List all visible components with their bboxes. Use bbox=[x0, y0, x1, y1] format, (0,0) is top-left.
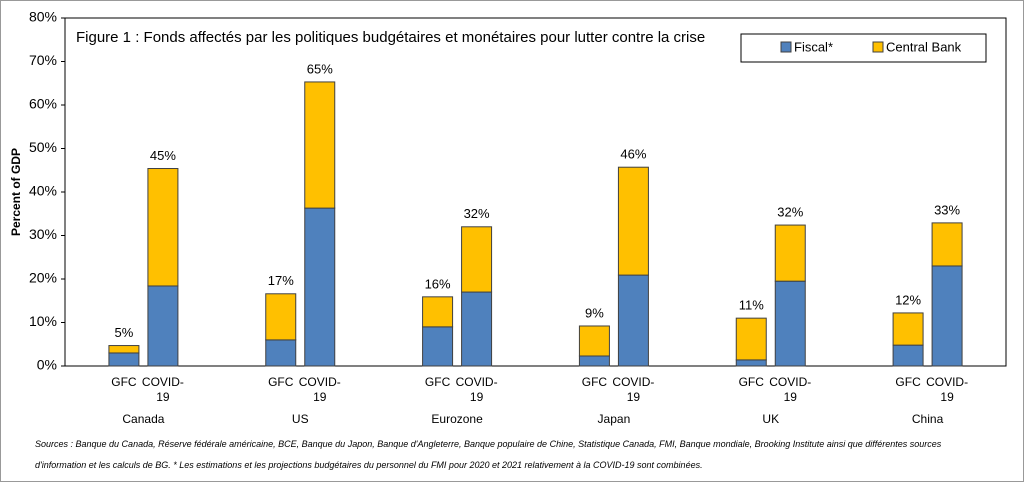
y-tick-label: 40% bbox=[29, 183, 57, 199]
y-tick-label: 20% bbox=[29, 270, 57, 286]
legend-swatch bbox=[872, 41, 884, 53]
group-label: US bbox=[291, 412, 309, 426]
x-tick-label: COVID-19 bbox=[298, 375, 341, 404]
total-label: 12% bbox=[895, 292, 921, 307]
total-label: 46% bbox=[620, 147, 646, 162]
bar-segment bbox=[304, 81, 336, 209]
bar-segment bbox=[774, 280, 806, 367]
legend-swatch bbox=[780, 41, 792, 53]
total-label: 9% bbox=[585, 305, 604, 320]
bar-segment bbox=[892, 312, 924, 346]
x-tick-label: GFC bbox=[738, 375, 764, 389]
total-label: 32% bbox=[777, 204, 803, 219]
y-tick-label: 10% bbox=[29, 313, 57, 329]
bar-segment bbox=[108, 352, 140, 367]
total-label: 17% bbox=[268, 273, 294, 288]
bar-segment bbox=[931, 265, 963, 367]
total-label: 65% bbox=[307, 61, 333, 76]
bar-segment bbox=[461, 226, 493, 293]
total-label: 5% bbox=[115, 325, 134, 340]
bar-segment bbox=[735, 359, 767, 367]
x-tick-label: COVID-19 bbox=[769, 375, 812, 404]
bar-segment bbox=[931, 222, 963, 267]
y-tick-label: 80% bbox=[29, 9, 57, 25]
bar-segment bbox=[578, 355, 610, 367]
x-tick-label: GFC bbox=[581, 375, 608, 389]
bar-segment bbox=[147, 168, 179, 287]
chart-title: Figure 1 : Fonds affectés par les politi… bbox=[76, 29, 705, 46]
y-tick-label: 0% bbox=[37, 357, 57, 373]
group-label: UK bbox=[762, 412, 780, 426]
group-label: Canada bbox=[122, 412, 165, 426]
group-label: Eurozone bbox=[431, 412, 483, 426]
bar-segment bbox=[265, 293, 297, 341]
bar-segment bbox=[617, 274, 649, 367]
x-tick-label: COVID-19 bbox=[926, 375, 969, 404]
bar-segment bbox=[265, 339, 297, 367]
bar-segment bbox=[422, 296, 454, 328]
legend-label: Fiscal* bbox=[794, 39, 833, 54]
total-label: 45% bbox=[150, 148, 176, 163]
total-label: 16% bbox=[425, 276, 451, 291]
sources: Sources : Banque du Canada, Réserve fédé… bbox=[35, 439, 942, 470]
y-tick-label: 70% bbox=[29, 52, 57, 68]
bar-segment bbox=[422, 326, 454, 367]
bar-segment bbox=[108, 345, 140, 354]
bar-segment bbox=[735, 317, 767, 361]
y-tick-label: 30% bbox=[29, 226, 57, 242]
bar-segment bbox=[578, 325, 610, 357]
bar-segment bbox=[774, 224, 806, 282]
group-label: China bbox=[911, 412, 944, 426]
bar-segment bbox=[304, 207, 336, 367]
bar-segment bbox=[892, 344, 924, 367]
bar-segment bbox=[147, 285, 179, 367]
x-tick-label: GFC bbox=[424, 375, 451, 389]
y-tick-label: 60% bbox=[29, 96, 57, 112]
plot-frame bbox=[64, 17, 1007, 367]
x-tick-label: GFC bbox=[111, 375, 137, 389]
group-label: Japan bbox=[597, 412, 631, 426]
legend-label: Central Bank bbox=[886, 39, 962, 54]
bar-segment bbox=[617, 166, 649, 276]
x-tick-label: GFC bbox=[895, 375, 921, 389]
x-tick-label: COVID-19 bbox=[455, 375, 498, 404]
bar-segment bbox=[461, 291, 493, 367]
x-tick-label: COVID-19 bbox=[612, 375, 655, 404]
x-tick-label: COVID-19 bbox=[141, 375, 184, 404]
total-label: 32% bbox=[464, 206, 490, 221]
y-axis-label: Percent of GDP bbox=[9, 148, 23, 236]
x-tick-label: GFC bbox=[268, 375, 294, 389]
total-label: 33% bbox=[934, 202, 960, 217]
y-tick-label: 50% bbox=[29, 139, 57, 155]
total-label: 11% bbox=[739, 298, 764, 313]
